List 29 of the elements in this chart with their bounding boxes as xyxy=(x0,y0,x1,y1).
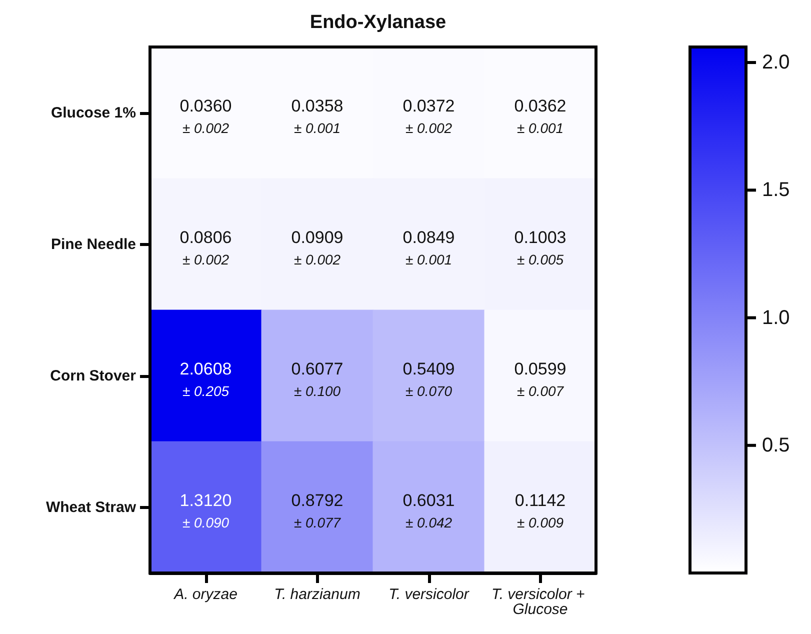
color-bar-label: 2.0 xyxy=(762,52,790,74)
y-tick-label: Glucose 1% xyxy=(50,104,136,122)
y-tick-label: Corn Stover xyxy=(50,367,136,384)
data-label: 0.6031 ± 0.042 xyxy=(402,490,455,530)
data-label: 0.0849 ± 0.001 xyxy=(402,228,455,268)
data-label: 2.0608 ± 0.205 xyxy=(180,359,232,399)
x-tick-label: T. versicolor xyxy=(388,586,470,603)
data-label: 0.0806 ± 0.002 xyxy=(180,228,232,268)
data-label: 0.0362 ± 0.001 xyxy=(514,96,566,136)
color-bar-label: 1.5 xyxy=(762,179,790,202)
y-tick-label: Wheat Straw xyxy=(46,498,136,516)
data-label: 1.3120 ± 0.090 xyxy=(180,490,232,530)
color-bar-label: 0.5 xyxy=(762,434,790,456)
data-label: 0.8792 ± 0.077 xyxy=(291,490,344,530)
data-label: 0.0372 ± 0.002 xyxy=(402,96,455,136)
x-tick-label: T. harzianum xyxy=(274,586,360,603)
data-label: 0.0599 ± 0.007 xyxy=(514,359,566,399)
data-label: 0.0909 ± 0.002 xyxy=(291,228,344,268)
x-tick-label: T. versicolor + Glucose xyxy=(492,586,589,618)
data-label: 0.1003 ± 0.005 xyxy=(514,228,566,268)
y-tick-label: Pine Needle xyxy=(50,236,136,253)
data-label: 0.6077 ± 0.100 xyxy=(291,359,344,399)
data-label: 0.1142 ± 0.009 xyxy=(514,490,566,530)
chart-title: Endo-Xylanase xyxy=(310,12,446,33)
data-label: 0.5409 ± 0.070 xyxy=(402,359,455,399)
x-tick-label: A. oryzae xyxy=(173,586,238,603)
data-label: 0.0360 ± 0.002 xyxy=(180,96,232,136)
data-label: 0.0358 ± 0.001 xyxy=(291,96,344,136)
color-bar-label: 1.0 xyxy=(762,306,790,329)
